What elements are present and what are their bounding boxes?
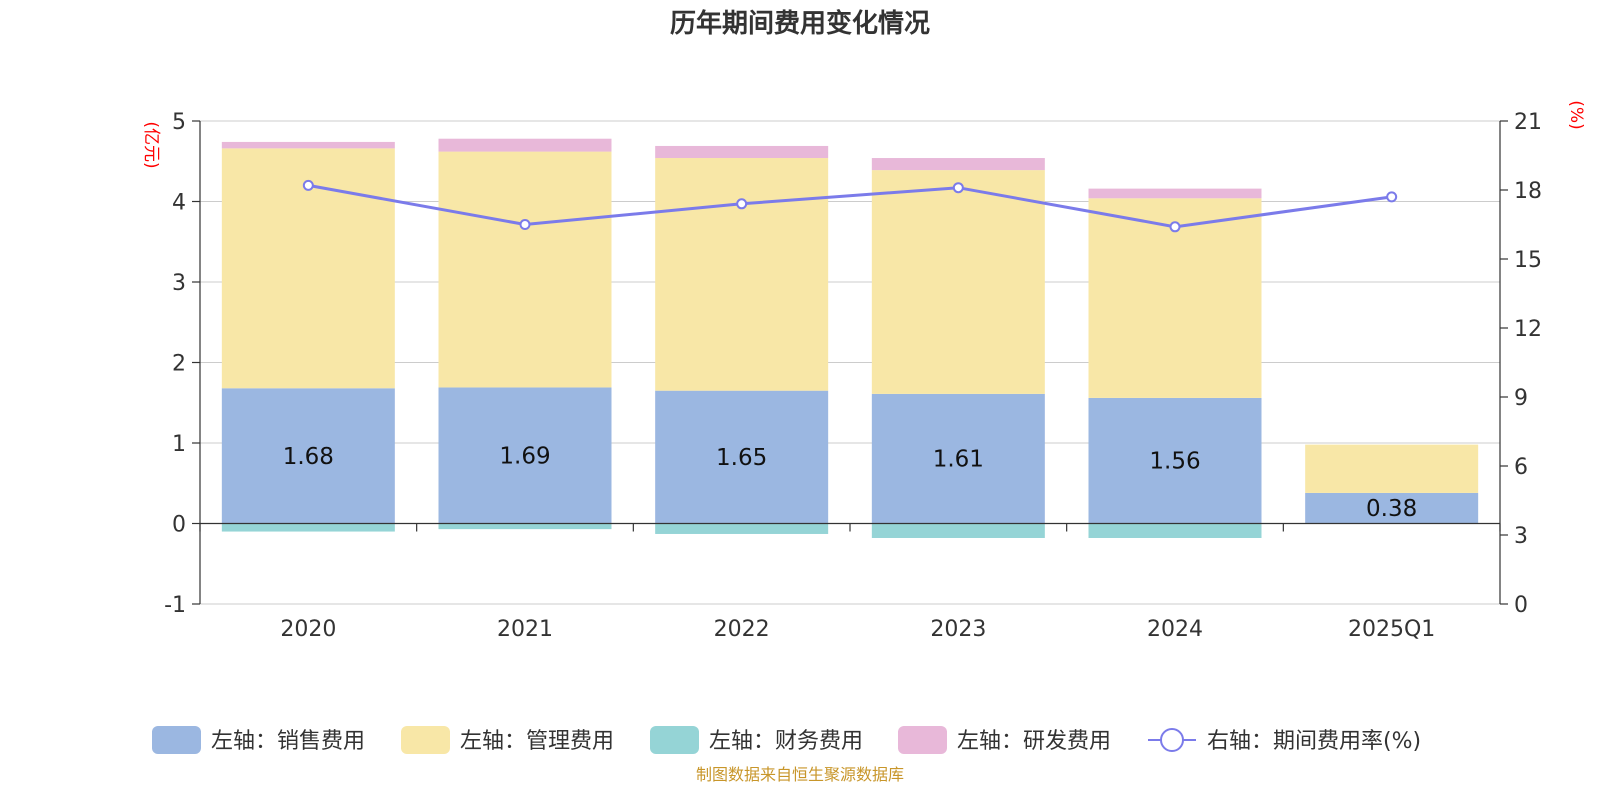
legend-label: 左轴：管理费用	[460, 729, 614, 754]
right-axis-tick-label: 15	[1514, 248, 1542, 273]
bar-rnd-2022	[655, 145, 829, 159]
right-axis-tick-label: 3	[1514, 524, 1528, 549]
right-axis-tick-label: 6	[1514, 455, 1528, 480]
rate-point-2021	[519, 219, 531, 230]
x-axis-tick-label: 2024	[1147, 617, 1203, 642]
bar-admin-2023	[871, 170, 1045, 394]
x-axis-tick-label: 2021	[497, 617, 553, 642]
sales-data-label: 1.69	[499, 443, 550, 469]
right-axis-unit: (%)	[1566, 100, 1586, 129]
bar-finance-2022	[655, 523, 829, 534]
bar-sales-2025Q1	[1305, 492, 1479, 524]
legend-swatch-rnd	[898, 726, 947, 754]
left-axis-tick-label: 1	[172, 432, 186, 457]
bar-rnd-2024	[1088, 188, 1262, 199]
bar-rnd-2023	[871, 158, 1045, 171]
sales-data-label: 1.68	[283, 444, 334, 470]
bar-sales-2024	[1088, 397, 1262, 524]
legend-label: 左轴：研发费用	[957, 729, 1111, 754]
left-axis-tick-label: 2	[172, 352, 186, 377]
left-axis-tick-label: 5	[172, 110, 186, 135]
left-axis-tick-label: 3	[172, 271, 186, 296]
rate-line	[308, 183, 1392, 229]
sales-data-label: 0.38	[1366, 496, 1417, 522]
legend: 左轴：销售费用 左轴：管理费用 左轴：财务费用 左轴：研发费用 右轴：期间费用率(%)	[152, 726, 1421, 754]
bar-admin-2025Q1	[1305, 444, 1479, 493]
bar-admin-2021	[438, 151, 612, 388]
right-axis-tick-label: 0	[1514, 593, 1528, 618]
bar-finance-2020	[221, 523, 395, 532]
x-axis-tick-label: 2025Q1	[1348, 617, 1435, 642]
gridlines	[200, 120, 1500, 605]
legend-label: 左轴：销售费用	[211, 729, 365, 754]
legend-swatch-admin	[401, 726, 450, 754]
left-axis-tick-label: 4	[172, 191, 186, 216]
rate-line-series	[302, 179, 1398, 233]
bar-rnd-2021	[438, 138, 612, 152]
source-note: 制图数据来自恒生聚源数据库	[696, 765, 904, 784]
rate-point-2020	[302, 179, 314, 191]
bar-sales-2021	[438, 387, 612, 524]
bar-admin-2022	[655, 158, 829, 391]
x-axis-tick-label: 2023	[930, 617, 986, 642]
bar-finance-2023	[871, 523, 1045, 538]
right-axis-tick-label: 12	[1514, 317, 1542, 342]
left-axis-tick-label: -1	[164, 593, 186, 618]
data-labels: 1.68 1.69 1.65 1.61 1.56 0.38	[283, 443, 1418, 522]
legend-swatch-finance	[650, 726, 699, 754]
rate-point-2022	[736, 198, 748, 210]
legend-line-marker	[1160, 728, 1184, 752]
right-axis-tick-label: 9	[1514, 386, 1528, 411]
sales-data-label: 1.65	[716, 445, 767, 471]
bar-finance-2024	[1088, 523, 1262, 538]
left-axis-tick-label: 0	[172, 513, 186, 538]
left-axis-unit: (亿元)	[141, 121, 161, 168]
rate-point-2024	[1169, 221, 1181, 233]
sales-data-label: 1.61	[933, 447, 984, 473]
chart-title: 历年期间费用变化情况	[670, 8, 930, 39]
right-axis-tick-label: 21	[1514, 110, 1542, 135]
sales-data-label: 1.56	[1149, 449, 1200, 475]
bar-rnd-2020	[221, 141, 395, 149]
bars	[221, 138, 1479, 538]
bar-sales-2022	[655, 390, 829, 524]
x-axis-tick-label: 2022	[714, 617, 770, 642]
right-axis-tick-label: 18	[1514, 179, 1542, 204]
legend-swatch-sales	[152, 726, 201, 754]
bar-finance-2021	[438, 523, 612, 530]
rate-point-2023	[952, 182, 964, 194]
rate-point-2025Q1	[1386, 191, 1398, 203]
legend-label: 左轴：财务费用	[709, 729, 863, 754]
bar-sales-2020	[221, 388, 395, 524]
bar-sales-2023	[871, 393, 1045, 524]
legend-label: 右轴：期间费用率(%)	[1207, 729, 1421, 754]
x-axis-tick-label: 2020	[280, 617, 336, 642]
